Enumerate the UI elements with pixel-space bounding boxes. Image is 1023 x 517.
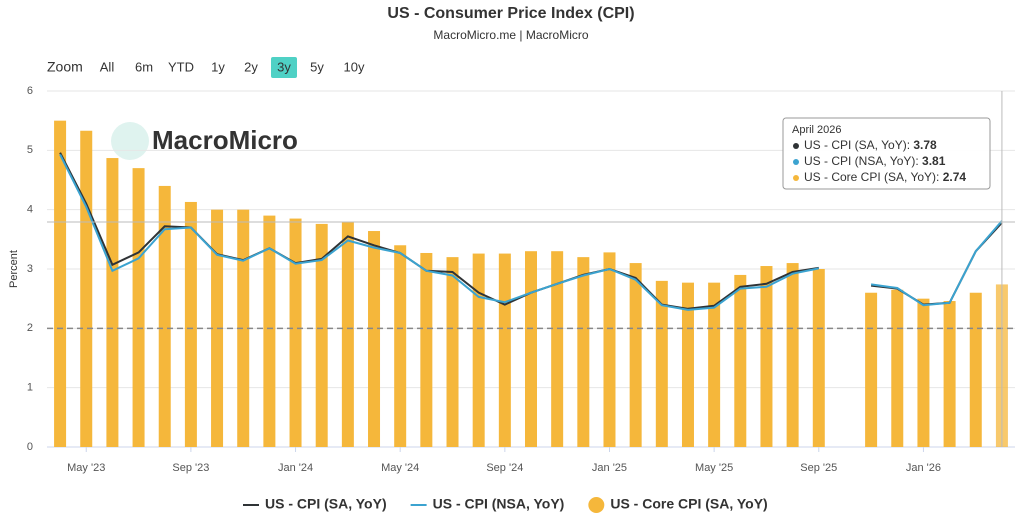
- y-tick-label: 6: [27, 85, 33, 97]
- y-tick-label: 2: [27, 322, 33, 334]
- bar: [760, 266, 773, 447]
- bar: [184, 201, 197, 447]
- y-tick-label: 5: [27, 144, 33, 156]
- bar: [734, 274, 747, 447]
- x-tick-label: Sep '24: [486, 462, 523, 474]
- tooltip-box: [782, 117, 991, 190]
- x-tick-label: Jan '26: [906, 462, 941, 474]
- x-tick-label: Jan '25: [592, 462, 627, 474]
- bar: [603, 252, 616, 447]
- bar: [681, 282, 694, 447]
- bar: [237, 209, 250, 447]
- bar: [289, 218, 302, 447]
- range-button[interactable]: YTD: [168, 59, 194, 74]
- tooltip-sep: :: [936, 170, 943, 184]
- tooltip-value: 3.81: [922, 154, 946, 168]
- bar: [54, 120, 67, 448]
- y-axis-label: Percent: [8, 250, 20, 288]
- bar: [969, 292, 982, 447]
- tooltip-value: 2.74: [943, 170, 967, 184]
- bar: [341, 221, 354, 447]
- y-tick-label: 1: [27, 382, 33, 394]
- bar: [525, 251, 537, 447]
- bar: [472, 253, 485, 447]
- bar: [132, 168, 145, 447]
- x-tick-label: Sep '23: [172, 462, 209, 474]
- bar: [551, 251, 564, 447]
- chart-subtitle: MacroMicro.me | MacroMicro: [433, 28, 588, 42]
- bar: [315, 223, 328, 447]
- x-tick-label: Sep '25: [800, 462, 837, 474]
- tooltip-sep: :: [915, 154, 922, 168]
- legend: US - CPI (SA, YoY) US - CPI (NSA, YoY) US …: [243, 496, 768, 513]
- range-button[interactable]: All: [100, 59, 115, 74]
- bar: [917, 298, 930, 447]
- bar: [158, 185, 171, 447]
- range-button[interactable]: 1y: [211, 59, 225, 74]
- tooltip-row: US - CPI (NSA, YoY): 3.81: [804, 154, 946, 168]
- x-tick-label: May '23: [67, 462, 105, 474]
- tooltip-row: US - CPI (SA, YoY): 3.78: [804, 138, 937, 152]
- y-tick-label: 4: [27, 204, 33, 216]
- bar: [446, 257, 459, 447]
- range-button[interactable]: 6m: [135, 59, 153, 74]
- tooltip-dot: [793, 175, 799, 181]
- tooltip-sep: :: [907, 138, 914, 152]
- x-tick-label: May '25: [695, 462, 733, 474]
- legend-label[interactable]: US - Core CPI (SA, YoY): [610, 496, 767, 512]
- legend-label[interactable]: US - CPI (SA, YoY): [265, 496, 387, 512]
- bar: [368, 231, 381, 447]
- chart-title: US - Consumer Price Index (CPI): [387, 5, 634, 22]
- bar: [420, 252, 433, 447]
- bar: [263, 215, 276, 447]
- x-tick-label: May '24: [381, 462, 419, 474]
- tooltip-name: US - CPI (NSA, YoY): [804, 154, 915, 168]
- range-button[interactable]: 3y: [277, 59, 291, 74]
- tooltip-title: April 2026: [792, 124, 842, 136]
- legend-label[interactable]: US - CPI (NSA, YoY): [433, 496, 565, 512]
- range-button-bg: [271, 57, 297, 78]
- bar: [891, 289, 904, 447]
- tooltip-name: US - Core CPI (SA, YoY): [804, 170, 936, 184]
- zoom-label: Zoom: [47, 59, 83, 75]
- bar: [865, 292, 878, 447]
- range-button[interactable]: 10y: [344, 59, 365, 74]
- range-button[interactable]: 5y: [310, 59, 324, 74]
- tooltip-name: US - CPI (SA, YoY): [804, 138, 907, 152]
- bar: [498, 253, 511, 447]
- bar: [655, 280, 668, 447]
- bar: [394, 245, 407, 447]
- y-tick-label: 0: [27, 441, 33, 453]
- x-tick-label: Jan '24: [278, 462, 313, 474]
- tooltip-value: 3.78: [913, 138, 937, 152]
- bar: [629, 263, 642, 447]
- watermark-icon: [111, 122, 149, 160]
- legend-dot: [588, 497, 605, 513]
- tooltip-dot: [793, 159, 799, 165]
- bar: [812, 269, 825, 447]
- tooltip-dot: [793, 143, 799, 149]
- bar: [708, 282, 721, 447]
- bar: [80, 130, 93, 447]
- bar: [577, 257, 590, 447]
- range-selector: Zoom All 6m YTD 1y 2y 3y 5y 10y: [47, 57, 365, 78]
- line-series: [59, 154, 1003, 311]
- bar: [943, 301, 956, 447]
- tooltip-row: US - Core CPI (SA, YoY): 2.74: [804, 170, 966, 184]
- bar: [106, 158, 119, 447]
- bar: [786, 263, 799, 447]
- y-tick-label: 3: [27, 263, 33, 275]
- range-button[interactable]: 2y: [244, 59, 258, 74]
